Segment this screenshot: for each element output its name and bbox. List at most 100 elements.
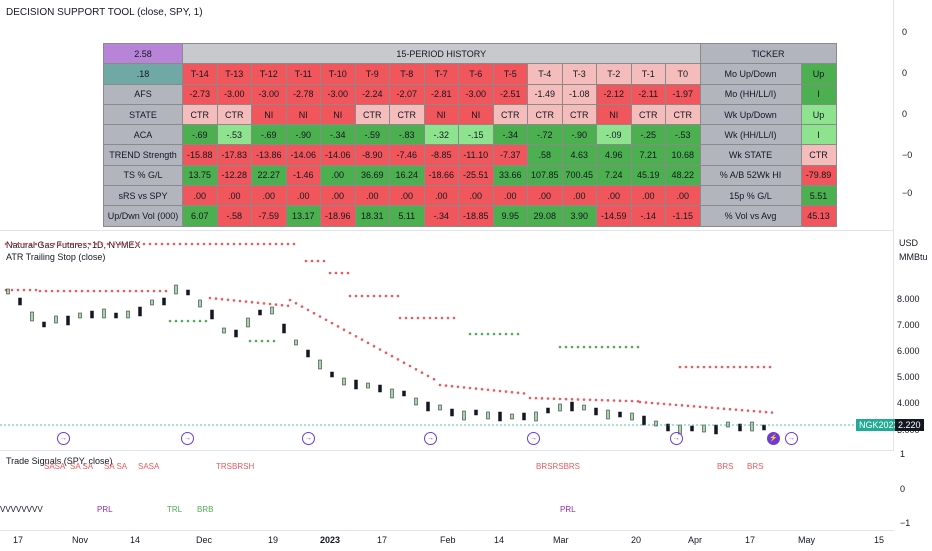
table-cell: 29.08 (527, 205, 563, 227)
table-cell: .00 (182, 185, 218, 207)
last-price-badge: 2.220 (895, 419, 924, 431)
stop-dot (134, 289, 138, 293)
stop-dot (46, 242, 50, 246)
candle (78, 312, 82, 319)
stop-dot (486, 332, 490, 336)
candle (570, 401, 574, 412)
row-label: .18 (103, 63, 183, 85)
stop-dot (504, 332, 508, 336)
indicator-price-axis[interactable]: 0 0 0 −0 −0 (893, 0, 932, 230)
table-cell: -18.66 (423, 164, 459, 187)
candle (126, 310, 130, 319)
symbol-legend[interactable]: Natural Gas Futures; 1D, NYMEX (6, 240, 141, 250)
stop-dot (498, 389, 502, 393)
time-label: 17 (13, 535, 24, 545)
stop-dot (28, 288, 32, 292)
event-icon[interactable]: → (57, 432, 70, 445)
candle (210, 309, 214, 320)
event-icon[interactable]: → (670, 432, 683, 445)
stop-dot (262, 242, 266, 246)
stop-dot (330, 321, 334, 325)
stop-dot (420, 371, 424, 374)
stop-dot (546, 397, 550, 400)
pane-divider[interactable] (0, 450, 894, 451)
time-axis[interactable] (0, 530, 894, 551)
stop-dot (262, 302, 266, 305)
candle (246, 317, 250, 328)
stop-dot (516, 332, 520, 336)
event-icon[interactable]: → (424, 432, 437, 445)
stop-dot (564, 345, 568, 349)
event-icon[interactable]: → (785, 432, 798, 445)
stop-dot (716, 406, 720, 410)
candle (318, 359, 322, 370)
candle (138, 306, 142, 317)
stop-dot (366, 294, 370, 298)
stop-dot (10, 288, 14, 292)
axis-tick: −0 (902, 188, 913, 198)
time-label: 2023 (320, 535, 341, 545)
signals-legend[interactable]: Trade Signals (SPY, close) (6, 456, 113, 466)
stop-dot (94, 242, 98, 246)
stop-dot (186, 319, 190, 323)
stop-dot (594, 345, 598, 349)
stop-dot (462, 386, 466, 389)
stop-dot (68, 289, 72, 293)
stop-dot (190, 242, 194, 246)
right-label: % Vol vs Avg (699, 205, 802, 227)
lightning-icon[interactable]: ⚡ (767, 432, 780, 445)
candle (390, 388, 394, 399)
stop-dot (728, 407, 732, 411)
stop-dot (106, 242, 110, 246)
right-value: 5.51 (800, 185, 837, 207)
atr-legend[interactable]: ATR Trailing Stop (close) (6, 252, 106, 262)
stop-dot (474, 387, 478, 390)
stop-dot (426, 374, 430, 378)
stop-dot (422, 316, 426, 320)
stop-dot (432, 377, 436, 381)
stop-dot (40, 242, 44, 246)
stop-dot (244, 242, 248, 246)
stop-dot (80, 289, 84, 293)
event-icon[interactable]: → (527, 432, 540, 445)
table-cell: .00 (596, 185, 632, 207)
stop-dot (710, 406, 714, 410)
stop-dot (570, 397, 574, 401)
stop-dot (404, 316, 408, 320)
table-cell: 5.11 (389, 205, 425, 227)
candle (522, 412, 526, 421)
pane-divider[interactable] (0, 230, 894, 231)
event-icon[interactable]: → (181, 432, 194, 445)
stop-dot (618, 345, 622, 349)
stop-dot (244, 300, 248, 303)
time-label: Mar (553, 535, 569, 545)
stop-dot (256, 242, 260, 246)
table-cell: -.53 (665, 124, 701, 146)
stop-dot (220, 242, 224, 246)
stop-dot (552, 397, 556, 401)
indicator-title[interactable]: DECISION SUPPORT TOOL (close, SPY, 1) (6, 7, 203, 18)
stop-dot (232, 242, 236, 246)
stop-dot (82, 242, 86, 246)
stop-dot (696, 365, 700, 369)
candle (594, 407, 598, 416)
candle (726, 421, 730, 428)
stop-dot (708, 365, 712, 369)
stop-dot (334, 271, 338, 275)
candle (618, 411, 622, 418)
time-label: 17 (377, 535, 388, 545)
period-header: T-5 (492, 63, 528, 85)
table-cell: -8.85 (423, 144, 459, 166)
stop-dot (384, 294, 388, 298)
time-label: 20 (631, 535, 642, 545)
candle (690, 425, 694, 432)
table-cell: -1.08 (561, 83, 597, 105)
table-cell: -.72 (527, 124, 563, 146)
stop-dot (750, 365, 754, 369)
stop-dot (274, 303, 278, 306)
stop-dot (74, 289, 78, 293)
event-icon[interactable]: → (302, 432, 315, 445)
candle (486, 411, 490, 420)
axis-tick: 0 (902, 27, 908, 37)
